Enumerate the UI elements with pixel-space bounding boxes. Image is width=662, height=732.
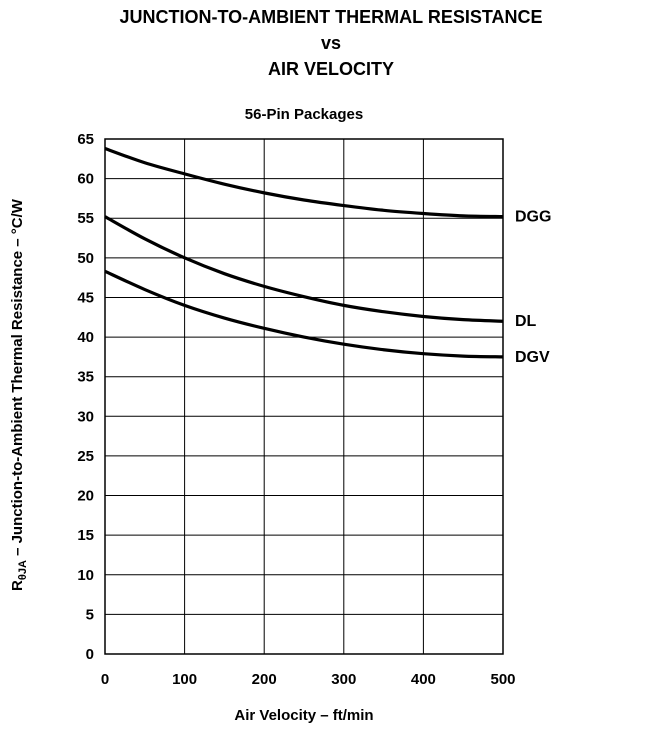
chart-subtitle: 56-Pin Packages [244, 106, 364, 123]
y-tick-label: 65 [77, 131, 94, 148]
x-tick-label: 400 [411, 671, 436, 688]
y-tick-label: 0 [86, 646, 94, 663]
y-tick-label: 30 [77, 408, 94, 425]
series-lines [104, 147, 504, 359]
y-tick-label: 35 [77, 369, 94, 386]
y-tick-label: 50 [77, 250, 94, 267]
x-tick-label: 500 [490, 671, 515, 688]
y-tick-label: 60 [77, 171, 94, 188]
series-line-dl [104, 215, 504, 323]
x-tick-label: 300 [331, 671, 356, 688]
y-tick-label: 20 [77, 488, 94, 505]
x-tick-label: 0 [101, 671, 109, 688]
series-labels: DGG DL DGV [515, 209, 551, 366]
series-label-dl: DL [515, 313, 537, 330]
x-tick-label: 100 [172, 671, 197, 688]
chart-title-line-1: JUNCTION-TO-AMBIENT THERMAL RESISTANCE [119, 7, 543, 27]
series-line-dgg [104, 147, 504, 219]
series-line-dgv [104, 269, 504, 359]
series-label-dgg: DGG [515, 209, 551, 226]
x-axis-label: Air Velocity – ft/min [234, 707, 373, 724]
x-tick-label: 200 [252, 671, 277, 688]
y-tick-label: 45 [77, 289, 94, 306]
y-tick-label: 55 [77, 210, 94, 227]
x-tick-labels: 0 100 200 300 400 500 [101, 671, 516, 688]
plot-frame [104, 138, 504, 655]
y-tick-label: 5 [86, 606, 94, 623]
y-tick-labels: 0 5 10 15 20 25 30 35 40 45 50 55 60 65 [77, 131, 94, 663]
y-tick-label: 10 [77, 567, 94, 584]
y-tick-label: 25 [77, 448, 94, 465]
y-axis-label-rest: – Junction-to-Ambient Thermal Resistance… [9, 198, 26, 560]
series-label-dgv: DGV [515, 349, 550, 366]
y-axis-label-prefix: R [9, 580, 26, 591]
y-axis-label-subscript: θJA [17, 560, 29, 580]
chart-title-line-2: vs [320, 33, 342, 53]
chart-title-line-3: AIR VELOCITY [267, 59, 394, 79]
y-tick-label: 40 [77, 329, 94, 346]
y-axis-label: RθJA – Junction-to-Ambient Thermal Resis… [9, 198, 29, 591]
y-tick-label: 15 [77, 527, 94, 544]
